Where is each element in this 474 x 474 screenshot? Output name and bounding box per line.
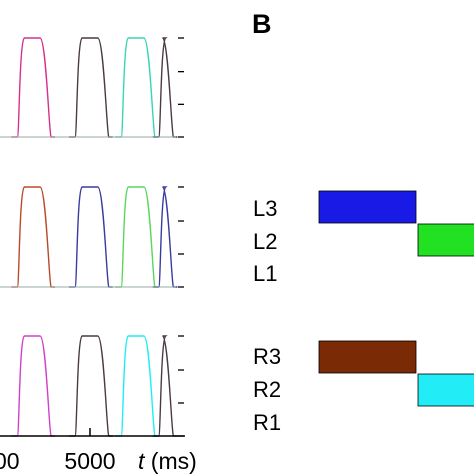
trace-pulse [11, 186, 56, 288]
x-axis-label: t (ms) [138, 448, 197, 474]
schedule-bar-l2 [417, 223, 474, 257]
trace-pulse [69, 186, 113, 288]
trace-pulse [69, 37, 113, 138]
trace-plot-middle [0, 186, 184, 288]
trace-pulse [11, 37, 56, 138]
trace-pulse [11, 335, 56, 437]
trace-pulse [152, 37, 178, 138]
panel-b: B L3 L2 L1 R3 R2 R1 [252, 9, 474, 435]
legend-label-l1: L1 [253, 261, 277, 286]
panel-b-label: B [252, 9, 272, 39]
trace-pulse [152, 335, 178, 437]
legend-label-l2: L2 [253, 229, 277, 254]
trace-pulse [115, 335, 159, 437]
x-axis-variable: t [138, 448, 146, 474]
trace-pulse [115, 37, 159, 138]
x-tick-label-5000: 5000 [64, 448, 115, 474]
schedule-bar-r3 [318, 340, 417, 374]
x-tick-label-left: 00 [0, 448, 20, 474]
trace-pulse [69, 335, 113, 437]
legend-label-r1: R1 [253, 410, 281, 435]
legend-label-l3: L3 [253, 196, 277, 221]
trace-pulse [115, 186, 159, 288]
schedule-bar-l3 [318, 190, 417, 224]
schedule-bars [318, 190, 474, 407]
legend-label-r2: R2 [253, 377, 281, 402]
x-axis-unit: (ms) [144, 448, 196, 474]
schedule-bar-r2 [417, 373, 474, 407]
trace-pulse [152, 186, 178, 288]
trace-plot-top [0, 37, 184, 138]
panel-a: 00 5000 t (ms) [0, 37, 197, 474]
legend-label-r3: R3 [253, 344, 281, 369]
trace-plot-bottom [0, 335, 184, 437]
